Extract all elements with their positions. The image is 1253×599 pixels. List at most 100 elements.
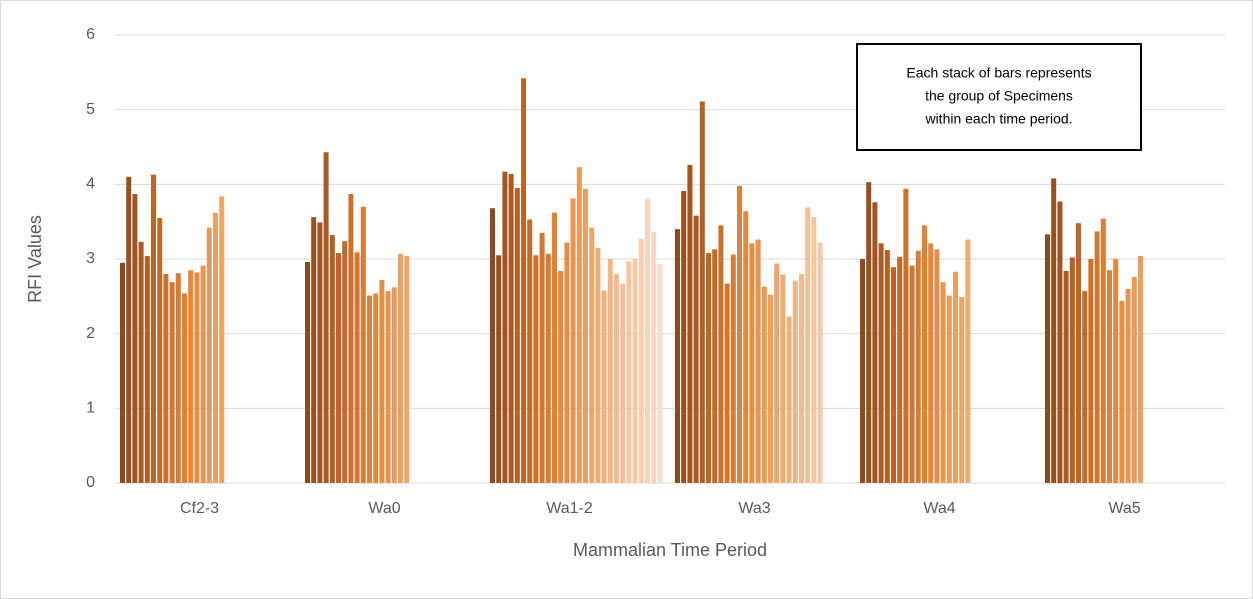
- bar: [583, 188, 588, 483]
- bar: [953, 271, 958, 483]
- annotation-line: within each time period.: [924, 111, 1072, 127]
- bar: [206, 227, 212, 483]
- y-axis-label: RFI Values: [25, 215, 45, 303]
- bar: [620, 283, 626, 483]
- bar: [1069, 257, 1075, 483]
- bar: [132, 194, 138, 484]
- x-tick-label: Wa1-2: [546, 500, 593, 517]
- bar: [872, 202, 878, 483]
- bar: [213, 212, 218, 483]
- bar: [774, 263, 780, 483]
- bar: [959, 297, 965, 483]
- bar: [564, 242, 570, 483]
- bar: [305, 261, 310, 483]
- bar: [1100, 218, 1106, 483]
- bar: [1107, 270, 1112, 483]
- bar: [373, 293, 379, 483]
- bar: [755, 239, 761, 483]
- bar: [1051, 178, 1057, 484]
- bar: [182, 293, 187, 483]
- bar: [884, 250, 890, 483]
- bar: [1057, 201, 1063, 484]
- bar: [589, 227, 595, 483]
- bar: [601, 290, 607, 483]
- bar: [786, 316, 792, 483]
- bar: [743, 211, 749, 484]
- annotation-line: Each stack of bars represents: [906, 65, 1091, 81]
- y-tick-label: 2: [86, 325, 95, 342]
- bar: [163, 273, 169, 483]
- bar: [651, 232, 657, 483]
- bar: [539, 232, 545, 483]
- bar: [576, 167, 582, 483]
- bar: [508, 173, 514, 483]
- bar: [323, 152, 329, 483]
- bar: [194, 272, 200, 483]
- bar: [909, 265, 915, 483]
- bar: [965, 239, 971, 483]
- bar: [490, 208, 495, 483]
- bar: [342, 241, 348, 483]
- y-tick-label: 5: [86, 101, 95, 118]
- bar: [379, 279, 385, 483]
- bar: [169, 282, 175, 483]
- bar: [626, 261, 632, 483]
- bar: [398, 253, 403, 483]
- bar: [897, 256, 903, 483]
- bar: [799, 273, 804, 483]
- y-tick-label: 3: [86, 250, 95, 267]
- bar: [200, 265, 206, 483]
- bar: [552, 212, 557, 483]
- bar: [514, 188, 520, 484]
- y-tick-label: 1: [86, 400, 95, 417]
- bar: [903, 188, 909, 483]
- bar: [311, 217, 317, 484]
- bar: [805, 207, 811, 484]
- x-tick-label: Wa3: [738, 500, 770, 517]
- bar: [657, 264, 663, 483]
- bar: [1138, 256, 1143, 483]
- bar: [1131, 276, 1137, 483]
- bar: [749, 243, 755, 483]
- bar: [811, 217, 817, 484]
- bar: [792, 280, 798, 483]
- y-tick-label: 4: [86, 176, 95, 193]
- bar: [614, 273, 619, 483]
- bar: [496, 255, 502, 483]
- bar: [151, 174, 156, 484]
- bar: [712, 249, 718, 483]
- bar: [866, 182, 872, 484]
- bar: [1045, 234, 1050, 483]
- bar: [681, 191, 687, 483]
- bar: [724, 283, 730, 483]
- bar: [391, 287, 397, 483]
- bar: [144, 256, 150, 483]
- bar: [928, 243, 934, 483]
- bar: [558, 270, 564, 483]
- bar: [934, 249, 940, 483]
- bar: [329, 235, 335, 483]
- bar: [188, 270, 194, 483]
- bar: [354, 252, 360, 483]
- annotation-line: the group of Specimens: [925, 88, 1073, 104]
- bar: [922, 225, 927, 483]
- bar: [348, 194, 354, 484]
- bar: [175, 273, 181, 483]
- bar: [533, 255, 539, 483]
- bar: [317, 222, 323, 483]
- bar: [1094, 231, 1100, 483]
- bar: [780, 274, 786, 483]
- bar: [638, 238, 644, 483]
- y-tick-label: 0: [86, 474, 95, 491]
- bar: [730, 254, 736, 483]
- bar: [915, 250, 921, 483]
- bar: [1113, 259, 1119, 483]
- bar: [1119, 300, 1125, 483]
- bar: [1125, 288, 1131, 483]
- bar: [545, 253, 551, 483]
- bar: [699, 101, 705, 483]
- bar: [126, 176, 132, 483]
- x-tick-label: Wa0: [368, 500, 400, 517]
- x-axis-label: Mammalian Time Period: [573, 540, 767, 560]
